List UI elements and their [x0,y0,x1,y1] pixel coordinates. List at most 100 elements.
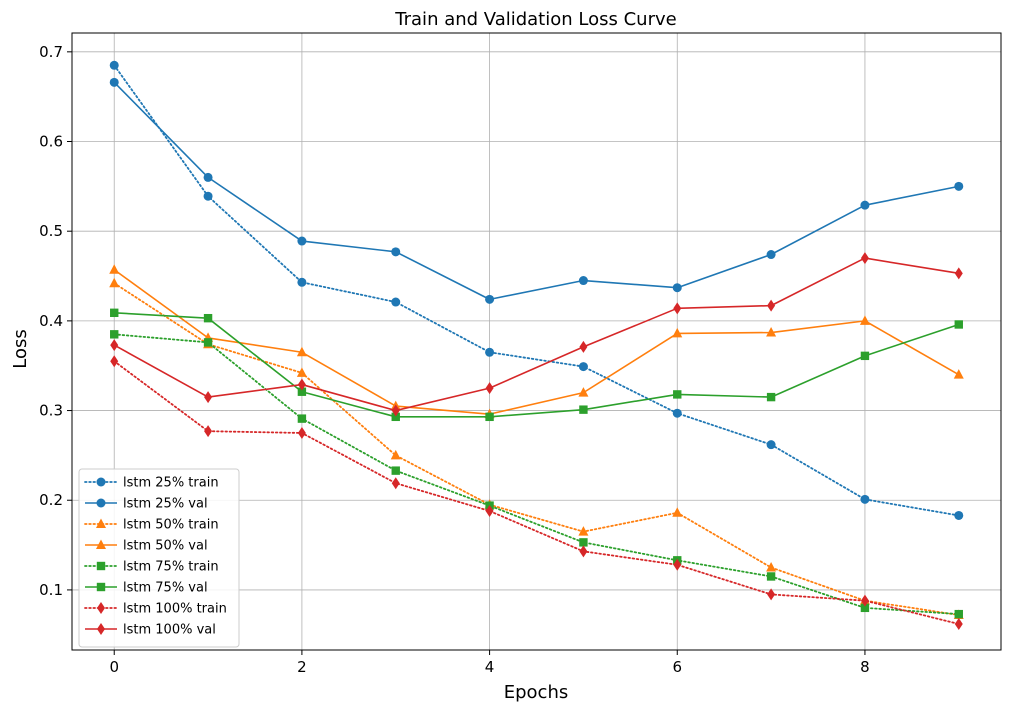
data-point [391,412,400,422]
data-point [204,425,213,438]
x-axis-label: Epochs [504,682,569,703]
legend-label: lstm 50% train [123,518,219,533]
legend-label: lstm 100% val [123,623,216,638]
series-val-5 [110,308,963,422]
data-point [203,191,213,201]
legend-marker [96,561,106,571]
data-point [673,302,682,315]
data-point [766,250,776,260]
data-point [109,77,119,87]
legend-marker [96,498,106,508]
data-point [766,392,776,402]
y-tick-label: 0.1 [39,581,63,599]
data-point [673,558,682,571]
data-point [860,494,870,504]
data-point [672,408,682,418]
data-point [204,391,213,404]
y-tick-label: 0.7 [39,43,63,61]
data-point [296,367,307,377]
data-point [673,390,682,399]
legend: lstm 25% train lstm 25% val lstm 50% train… [78,468,240,648]
data-point [953,369,964,379]
x-tick-label: 4 [485,658,495,676]
legend-label: lstm 50% val [123,539,208,554]
data-point [297,378,306,391]
data-point [954,609,963,619]
data-point [485,504,494,517]
legend-item: lstm 100% val [85,623,216,638]
data-point [203,172,213,182]
series-line [113,282,960,616]
data-point [954,181,964,191]
y-axis-label: Loss [10,329,31,368]
plot-frame [71,32,1002,651]
series-line [113,360,960,625]
data-point [767,588,776,601]
data-point [860,252,869,265]
series-val-1 [109,77,964,304]
data-point [860,351,870,361]
data-point [579,340,588,353]
data-point [954,320,963,329]
y-tick-label: 0.4 [39,312,63,330]
data-point [578,526,589,536]
ticks: 0 2 4 6 8 0.1 0.2 0.3 0.4 0.5 0.6 0.7 [39,43,870,676]
data-point [954,267,963,280]
legend-label: lstm 75% val [123,581,208,596]
data-point [296,346,307,357]
data-point [110,330,119,339]
data-point [954,617,963,630]
data-point [672,507,683,517]
data-point [485,294,495,304]
data-point [860,594,869,607]
series-line [113,81,959,301]
data-point [390,449,401,460]
data-point [297,387,307,396]
data-point [297,414,307,423]
data-point [766,561,777,572]
data-point [954,510,964,520]
data-point [767,299,776,312]
series-line [113,269,960,415]
series-group [109,60,964,630]
data-point [109,264,120,274]
data-point [110,355,119,368]
legend-marker [96,477,106,487]
series-line [113,64,960,517]
legend-label: lstm 75% train [123,560,219,575]
legend-item: lstm 75% val [85,581,208,596]
data-point [766,440,776,450]
legend-item: lstm 100% train [84,602,227,617]
data-point [391,466,400,475]
data-point [391,247,401,257]
data-point [578,276,588,286]
legend-marker [96,518,106,528]
data-point [485,347,495,357]
legend-marker [96,539,106,549]
legend-label: lstm 25% train [123,476,219,491]
x-tick-label: 8 [860,658,870,676]
x-tick-label: 2 [297,658,307,676]
data-point [109,277,120,288]
data-point [672,283,682,293]
data-point [391,477,400,490]
y-tick-label: 0.3 [39,402,63,420]
data-point [859,315,870,325]
x-tick-label: 6 [672,658,682,676]
legend-item: lstm 50% val [85,539,208,554]
y-tick-label: 0.5 [39,222,63,240]
series-train-0 [109,60,964,520]
x-tick-label: 0 [109,658,119,676]
legend-marker [97,602,105,614]
legend-item: lstm 75% train [84,560,219,575]
grid [72,33,1001,650]
series-line [113,333,960,616]
data-point [485,412,494,422]
series-line [114,312,960,418]
data-point [109,60,119,70]
y-tick-label: 0.6 [39,133,63,151]
data-point [297,426,306,439]
data-point [860,603,870,613]
data-point [297,277,307,287]
